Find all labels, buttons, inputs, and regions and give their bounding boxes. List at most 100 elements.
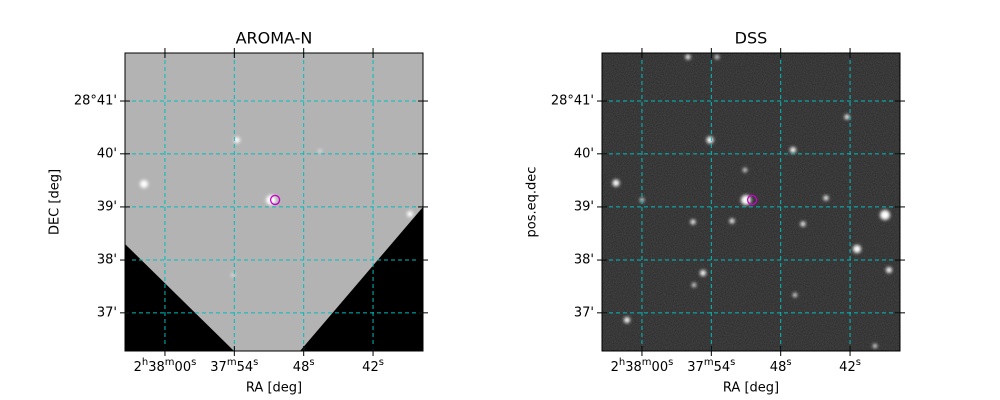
y-tick-label: 39': [574, 199, 594, 214]
axes-frame: [601, 52, 901, 352]
label-part: s: [309, 357, 314, 368]
y-tick-label: 38': [574, 253, 594, 268]
label-part: 3: [210, 360, 218, 375]
axes-frame: [124, 52, 424, 352]
label-part: 2: [847, 360, 855, 375]
y-tick-label: 38': [97, 253, 117, 268]
x-axis-label: RA [deg]: [723, 381, 779, 396]
label-part: s: [730, 357, 735, 368]
x-tick-label: 42s: [362, 357, 384, 375]
label-part: 0: [175, 360, 183, 375]
label-part: h: [142, 357, 148, 368]
star: [700, 270, 706, 276]
star: [823, 195, 829, 201]
no-data-region: [300, 207, 423, 351]
stars: [140, 137, 413, 277]
label-part: 4: [839, 360, 847, 375]
x-tick-label: 37m54s: [687, 357, 735, 375]
star: [706, 136, 714, 144]
label-part: 4: [245, 360, 253, 375]
star: [743, 168, 747, 172]
star: [880, 210, 890, 220]
label-part: 8: [157, 360, 165, 375]
star: [873, 344, 877, 348]
label-part: h: [619, 357, 625, 368]
label-part: 3: [625, 360, 633, 375]
star: [612, 179, 620, 187]
panel: AROMA-NRA [deg]DEC [deg]2h38m00s 37m54s 48…: [48, 29, 428, 396]
star: [685, 54, 691, 60]
image-dss: [602, 53, 900, 351]
label-part: 0: [652, 360, 660, 375]
label-part: 0: [660, 360, 668, 375]
no-data-region: [125, 244, 234, 351]
star: [853, 245, 861, 253]
label-part: m: [642, 357, 652, 368]
label-part: m: [704, 357, 714, 368]
label-part: 4: [293, 360, 301, 375]
star: [407, 211, 413, 217]
label-part: 4: [362, 360, 370, 375]
label-part: 8: [778, 360, 786, 375]
x-tick-label: 42s: [839, 357, 861, 375]
label-part: 4: [722, 360, 730, 375]
label-part: 2: [134, 360, 142, 375]
star: [844, 114, 850, 120]
star: [624, 317, 630, 323]
label-part: s: [668, 357, 673, 368]
star: [690, 219, 696, 225]
label-part: s: [191, 357, 196, 368]
y-tick-label: 28°41': [74, 94, 117, 109]
label-part: m: [227, 357, 237, 368]
star: [886, 267, 892, 273]
x-tick-label: 48s: [293, 357, 315, 375]
y-tick-label: 40': [574, 146, 594, 161]
label-part: 2: [370, 360, 378, 375]
x-tick-label: 48s: [770, 357, 792, 375]
star: [715, 55, 719, 59]
y-tick-label: 37': [574, 305, 594, 320]
label-part: s: [856, 357, 861, 368]
star: [318, 149, 322, 153]
star: [234, 137, 240, 143]
x-tick-label: 2h38m00s: [134, 357, 197, 375]
label-part: 8: [634, 360, 642, 375]
image-aroma: [125, 53, 423, 351]
star: [790, 147, 796, 153]
label-part: 0: [183, 360, 191, 375]
label-part: s: [253, 357, 258, 368]
star: [692, 283, 696, 287]
star: [729, 218, 735, 224]
x-tick-label: 37m54s: [210, 357, 258, 375]
y-axis-label: pos.eq.dec: [525, 167, 540, 238]
y-tick-label: 39': [97, 199, 117, 214]
panel-title: DSS: [735, 29, 768, 48]
label-part: 8: [301, 360, 309, 375]
label-part: 7: [696, 360, 704, 375]
target-marker: [746, 194, 758, 206]
panel-title: AROMA-N: [236, 29, 313, 48]
y-tick-label: 40': [97, 146, 117, 161]
x-tick-label: 2h38m00s: [611, 357, 674, 375]
y-tick-label: 28°41': [551, 94, 594, 109]
image-noise: [602, 53, 900, 351]
label-part: 5: [714, 360, 722, 375]
y-axis-label: DEC [deg]: [48, 169, 63, 235]
x-axis-label: RA [deg]: [246, 381, 302, 396]
y-tick-label: 37': [97, 305, 117, 320]
star: [140, 180, 148, 188]
label-part: 3: [687, 360, 695, 375]
label-part: s: [379, 357, 384, 368]
label-part: 5: [237, 360, 245, 375]
label-part: 2: [611, 360, 619, 375]
label-part: 3: [148, 360, 156, 375]
label-part: s: [786, 357, 791, 368]
label-part: 7: [219, 360, 227, 375]
target-marker: [269, 194, 281, 206]
label-part: 4: [770, 360, 778, 375]
star: [793, 293, 797, 297]
star: [800, 221, 806, 227]
label-part: m: [165, 357, 175, 368]
